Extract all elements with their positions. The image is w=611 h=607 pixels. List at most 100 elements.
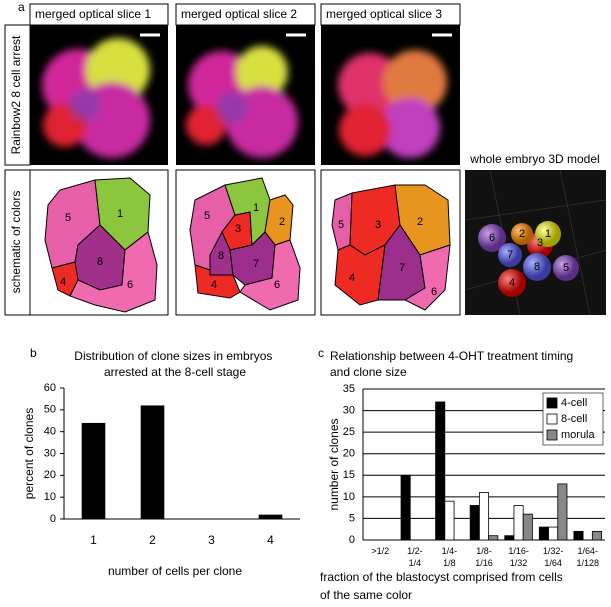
y-tick-label: 20	[44, 469, 56, 481]
bar	[478, 492, 490, 541]
embryo-model: 6 2 3 1 7 8 5 4	[464, 169, 607, 316]
x-tick-label: 1/2-1/4	[407, 546, 423, 568]
row-label: schematic of colors	[9, 191, 23, 294]
cell-label: 5	[204, 210, 210, 222]
x-axis-label: number of cells per clone	[108, 564, 242, 578]
y-tick-label: 5	[349, 512, 355, 524]
chart-title: Relationship between 4-OHT treatment tim…	[330, 349, 577, 379]
y-tick-label: 50	[44, 404, 56, 416]
y-tick-label: 15	[343, 469, 355, 481]
legend-swatch	[546, 413, 558, 425]
bar	[504, 535, 515, 541]
x-axis-label: fraction of the blastocyst comprised fro…	[320, 570, 566, 602]
y-tick-label: 25	[343, 426, 355, 438]
bar	[258, 514, 283, 519]
model-label: 2	[519, 228, 525, 240]
x-tick-label: 4	[267, 533, 274, 547]
y-tick-label: 0	[50, 513, 56, 525]
legend-label: 8-cell	[561, 413, 587, 425]
cell-label: 7	[399, 262, 405, 274]
model-label: 6	[489, 232, 495, 244]
slice-title: merged optical slice 3	[326, 7, 442, 21]
micrograph	[321, 25, 460, 165]
x-tick-label: 3	[208, 533, 215, 547]
y-tick-label: 35	[343, 383, 355, 395]
bar	[573, 530, 584, 541]
x-tick-label: 1/8-1/16	[475, 546, 493, 568]
y-tick-label: 30	[343, 404, 355, 416]
chart-title: Distribution of clone sizes in embryos a…	[74, 349, 275, 379]
bar	[435, 401, 446, 541]
bar	[591, 530, 602, 541]
cell-label: 2	[279, 216, 285, 228]
row-label: Rainbow2 8 cell arrest	[9, 35, 23, 154]
bar	[400, 474, 411, 541]
bar	[469, 505, 480, 541]
cell-label: 3	[235, 223, 241, 235]
panel-label: a	[18, 0, 25, 14]
x-tick-label: >1/2	[371, 546, 389, 556]
bar	[488, 535, 499, 541]
cell-label: 2	[417, 216, 423, 228]
x-tick-label: 1	[90, 533, 97, 547]
slice-headers: merged optical slice 1 merged optical sl…	[29, 3, 461, 26]
model-label: 1	[545, 228, 551, 240]
cell-label: 7	[253, 258, 259, 270]
x-tick-label: 1/16-1/32	[508, 546, 529, 568]
cell-label: 4	[211, 279, 217, 291]
cell-label: 6	[431, 286, 437, 298]
bar	[557, 483, 568, 541]
panel-label: c	[318, 346, 324, 360]
bar	[538, 526, 549, 541]
row-label-box	[4, 169, 31, 316]
legend-label: morula	[561, 429, 596, 441]
cell-label: 4	[349, 272, 355, 284]
bar	[513, 505, 524, 541]
y-tick-label: 40	[44, 426, 56, 438]
model-label: 7	[507, 249, 513, 261]
x-tick-label: 2	[149, 533, 156, 547]
y-tick-label: 10	[343, 491, 355, 503]
cell-label: 3	[375, 219, 381, 231]
y-tick-label: 30	[44, 447, 56, 459]
y-axis-label: number of clones	[327, 418, 341, 510]
cell-label: 1	[253, 202, 259, 214]
cell-label: 6	[127, 279, 133, 291]
cell-label: 1	[117, 208, 123, 220]
model-label: 4	[509, 277, 515, 289]
model-label: 5	[563, 262, 569, 274]
cell-label: 5	[65, 212, 71, 224]
y-axis-label: percent of clones	[22, 408, 36, 499]
micrograph	[30, 25, 168, 165]
cell-label: 8	[97, 256, 103, 268]
micrograph	[176, 25, 315, 165]
y-tick-label: 20	[343, 448, 355, 460]
bar	[548, 526, 559, 541]
bar	[444, 500, 455, 541]
schematic: 5 3 2 4 7 6	[320, 169, 461, 316]
x-tick-label: 1/64-1/128	[576, 546, 599, 568]
model-title: whole embryo 3D model	[469, 152, 599, 166]
model-label: 8	[534, 261, 540, 273]
panel-label: b	[30, 346, 37, 360]
legend-label: 4-cell	[561, 397, 587, 409]
bar	[140, 405, 165, 519]
x-tick-label: 1/32-1/64	[543, 546, 564, 568]
legend-swatch	[546, 397, 558, 409]
cell-label: 4	[60, 276, 66, 288]
y-tick-label: 60	[44, 382, 56, 394]
cell-label: 6	[274, 279, 280, 291]
x-tick-label: 1/4-1/8	[442, 546, 458, 568]
cell-label: 8	[218, 250, 224, 262]
cell-label: 5	[338, 219, 344, 231]
legend-swatch	[546, 429, 558, 441]
y-tick-label: 0	[349, 534, 355, 546]
bar	[81, 422, 106, 519]
y-tick-label: 10	[44, 491, 56, 503]
slice-title: merged optical slice 2	[181, 7, 297, 21]
schematic: 5 3 1 2 8 7 4 6	[175, 169, 316, 316]
model-label: 3	[537, 237, 543, 249]
slice-title: merged optical slice 1	[35, 7, 151, 21]
bar	[522, 513, 533, 541]
